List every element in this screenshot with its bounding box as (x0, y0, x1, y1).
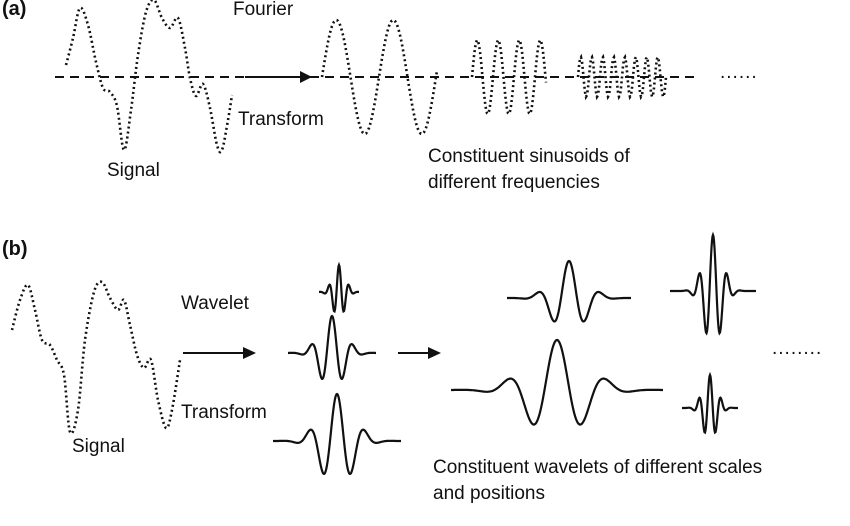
wavelet-arrow2-head (428, 347, 441, 359)
wavelet-very-stretched-right-bottom (451, 338, 663, 426)
panel-a-label: (a) (2, 0, 27, 20)
wavelet-large-bottom (273, 392, 401, 476)
fourier-continuation-dots: ...... (720, 62, 758, 83)
wavelet-input-signal (10, 280, 182, 435)
wavelet-continuation-dots: ........ (772, 338, 823, 359)
wavelet-small-top (319, 261, 359, 314)
fourier-sinusoid-low-frequency (320, 18, 439, 136)
wavelet-caption-line1: Constituent wavelets of different scales (433, 457, 763, 478)
fourier-arrow-head (300, 71, 312, 83)
wavelet-compressed-far-right-top (670, 231, 756, 336)
wavelet-small-far-right-bottom (682, 371, 738, 435)
fourier-caption-line2: different frequencies (428, 172, 600, 193)
fourier-sinusoid-high-frequency (576, 53, 668, 101)
wavelet-stretched-right-top (507, 259, 631, 323)
panel-b-label: (b) (2, 238, 28, 260)
wavelet-caption-line2: and positions (433, 483, 545, 504)
wavelet-signal-label: Signal (72, 436, 125, 457)
fourier-transform-label-bottom: Transform (238, 109, 324, 130)
wavelet-transform-label-bottom: Transform (181, 402, 267, 423)
wavelet-arrow1-head (243, 347, 256, 359)
fourier-signal-label: Signal (107, 160, 160, 181)
wavelet-medium-middle (288, 314, 376, 381)
fourier-caption-line1: Constituent sinusoids of (428, 146, 630, 167)
fourier-input-signal (64, 0, 234, 154)
fourier-transform-label-top: Fourier (233, 0, 294, 20)
fourier-sinusoid-mid-frequency (470, 37, 548, 117)
wavelet-transform-label-top: Wavelet (181, 293, 249, 314)
